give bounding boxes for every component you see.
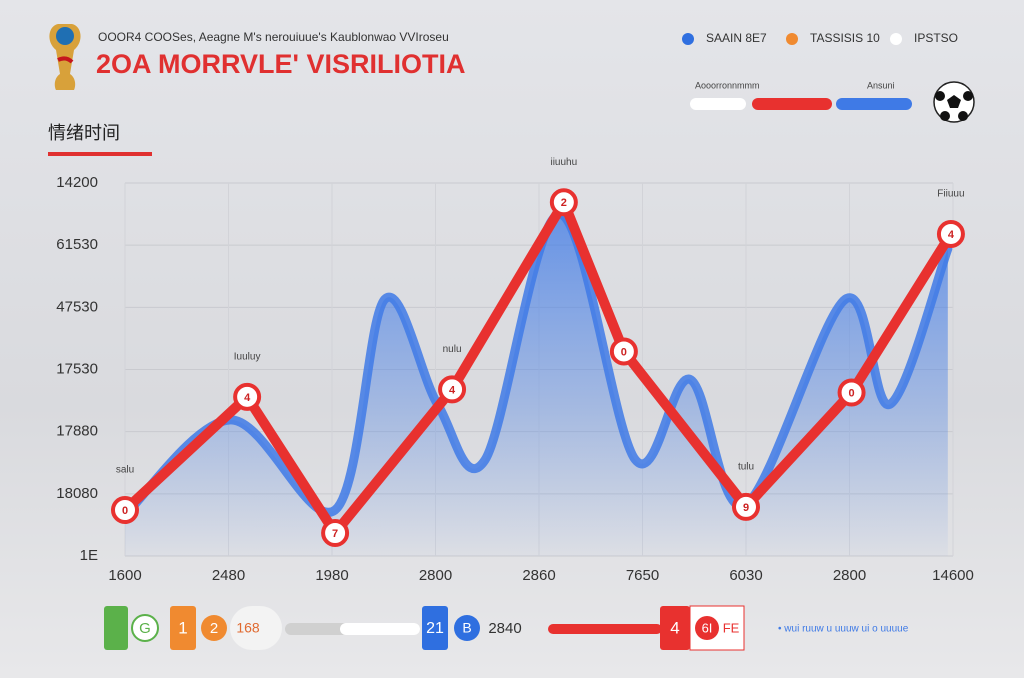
blue-circle[interactable] — [454, 615, 480, 641]
y-tick-label: 47530 — [56, 298, 98, 315]
point-label: 7 — [332, 528, 338, 540]
point-label: 4 — [244, 392, 251, 404]
x-tick-label: 2480 — [212, 567, 245, 584]
point-label: 9 — [743, 502, 749, 514]
red-circle[interactable] — [695, 616, 719, 640]
control-label: B — [462, 620, 471, 636]
plot: SAAIN 8E7 TASSISIS 10 IPSTSO Aooorronnmmm An… — [56, 31, 974, 584]
slider-track[interactable] — [548, 624, 662, 634]
control-label: 1 — [178, 618, 187, 637]
red-box[interactable] — [660, 606, 690, 650]
point-label: 2 — [561, 197, 567, 209]
y-axis-label: 情绪时间 — [48, 123, 120, 143]
green-circle[interactable] — [131, 614, 159, 642]
point — [936, 219, 965, 248]
y-tick-label: 1E — [80, 547, 98, 564]
y-tick-label: 17880 — [56, 423, 98, 440]
soccer-ball — [933, 81, 975, 123]
point — [837, 378, 866, 407]
legend-label: IPSTSO — [914, 31, 958, 45]
point — [609, 337, 638, 366]
pill — [836, 98, 912, 110]
point — [233, 382, 262, 411]
blue-box[interactable] — [422, 606, 448, 650]
top-note: Ansuni — [867, 80, 895, 90]
legend-marker — [890, 33, 902, 45]
control-label: 2840 — [488, 620, 521, 637]
point-label: 4 — [449, 384, 456, 396]
point-label: 0 — [849, 387, 855, 399]
control-note: • wui ruuw u uuuw ui o uuuue — [778, 624, 909, 635]
annotation: iiuuhu — [550, 157, 577, 168]
annotation: tulu — [738, 462, 754, 473]
green-box[interactable] — [104, 606, 128, 650]
x-tick-label: 14600 — [932, 567, 974, 584]
orange-circle[interactable] — [201, 615, 227, 641]
point — [321, 518, 350, 547]
slider-fill — [340, 623, 420, 635]
control-label: 6I — [702, 620, 713, 635]
x-tick-label: 6030 — [729, 567, 762, 584]
x-tick-label: 7650 — [626, 567, 659, 584]
control-label: 168 — [236, 620, 260, 636]
subtitle: OOOR4 COOSes, Aeagne M's nerouiuue's Kau… — [98, 30, 449, 44]
y-tick-label: 17530 — [56, 360, 98, 377]
control-label: 4 — [670, 618, 679, 637]
point — [438, 375, 467, 404]
annotation: Fiiuuu — [937, 189, 964, 200]
pill[interactable] — [230, 606, 282, 650]
x-tick-label: 2800 — [419, 567, 452, 584]
point-label: 4 — [948, 229, 955, 241]
y-tick-label: 14200 — [56, 174, 98, 191]
x-tick-label: 1600 — [108, 567, 141, 584]
annotation: salu — [116, 465, 134, 476]
controls: G 1 2 168 21 B 2840 4 6I FE • wui ruuw u… — [104, 605, 909, 651]
top-note: Aooorronnmmm — [695, 80, 760, 90]
x-tick-label: 2800 — [833, 567, 866, 584]
legend-marker — [682, 33, 694, 45]
pill — [752, 98, 832, 110]
pill — [690, 98, 746, 110]
point-label: 0 — [122, 505, 128, 517]
legend-label: TASSISIS 10 — [810, 31, 880, 45]
x-tick-label: 1980 — [315, 567, 348, 584]
control-label: G — [139, 620, 151, 637]
control-label: 21 — [426, 620, 444, 637]
x-tick-label: 2860 — [522, 567, 555, 584]
area — [125, 214, 948, 557]
control-label: 2 — [210, 620, 218, 637]
control-label: FE — [723, 620, 740, 635]
legend-marker — [786, 33, 798, 45]
label-underline — [48, 152, 152, 156]
y-tick-label: 18080 — [56, 485, 98, 502]
point — [732, 492, 760, 521]
point-label: 0 — [621, 346, 627, 358]
point — [549, 188, 578, 217]
trophy-icon — [49, 24, 81, 90]
annotation: nulu — [443, 344, 462, 355]
y-tick-label: 61530 — [56, 236, 98, 253]
chart-title: 2OA MORRVLE' VISRILIOTIA — [96, 49, 465, 79]
legend-label: SAAIN 8E7 — [706, 31, 767, 45]
annotation: Iuuluy — [234, 351, 261, 362]
point — [111, 495, 139, 524]
orange-box[interactable] — [170, 606, 196, 650]
